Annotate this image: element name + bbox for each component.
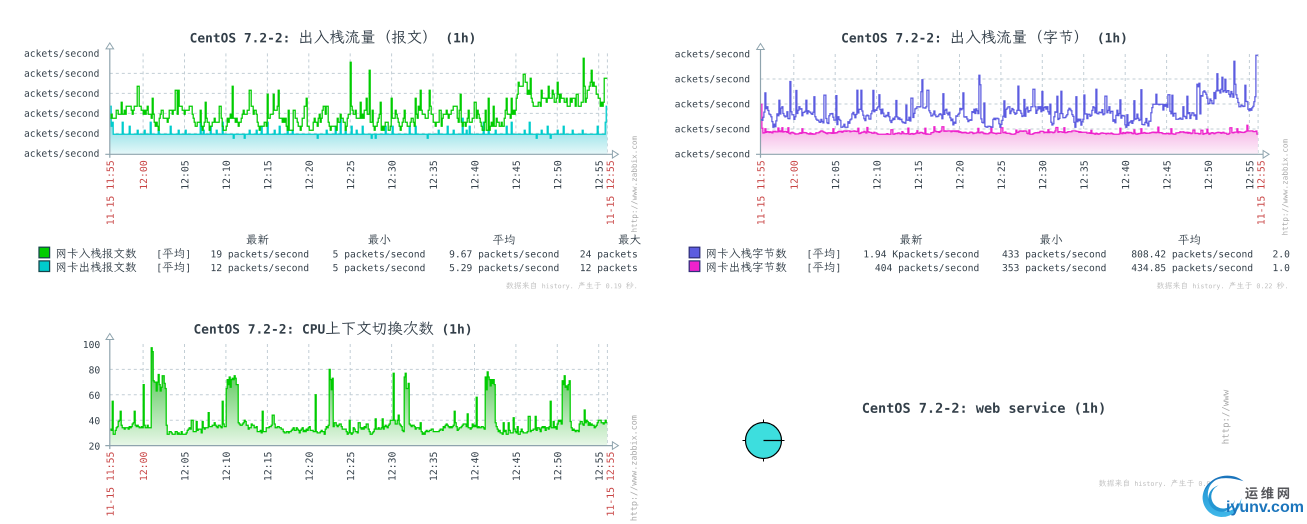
svg-text:iyunv.com: iyunv.com xyxy=(1226,499,1304,516)
